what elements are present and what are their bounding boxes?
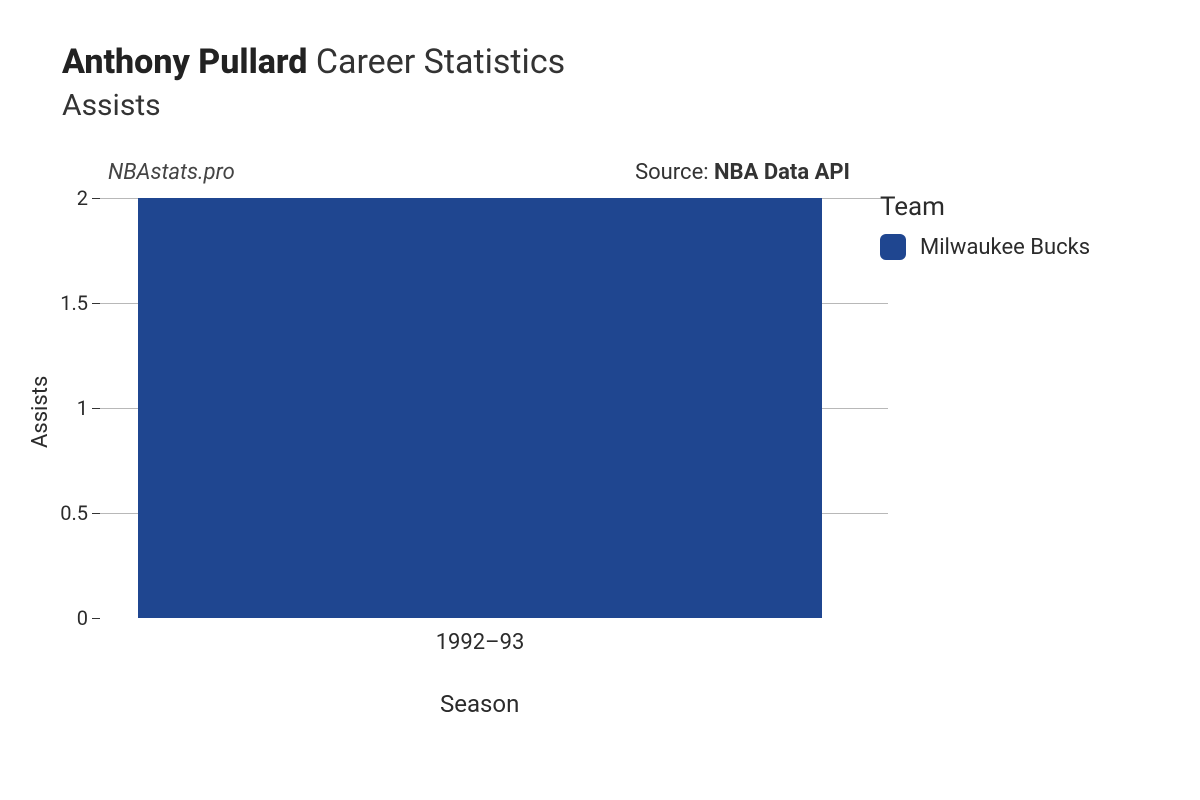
chart-title: Anthony Pullard Career Statistics: [62, 42, 565, 82]
legend-item-label: Milwaukee Bucks: [920, 235, 1090, 260]
y-tick-mark: [92, 618, 100, 619]
y-tick-label: 0.5: [28, 501, 88, 525]
y-tick-label: 0: [28, 606, 88, 630]
legend: Team Milwaukee Bucks: [880, 192, 1090, 260]
y-tick-mark: [92, 513, 100, 514]
y-tick-label: 1.5: [28, 291, 88, 315]
chart-plot-area: 00.511.521992–93: [100, 198, 860, 618]
attribution-right: Source: NBA Data API: [635, 160, 850, 185]
chart-title-rest: Career Statistics: [307, 42, 565, 82]
legend-title: Team: [880, 192, 1090, 222]
bar: [138, 198, 822, 618]
y-tick-mark: [92, 303, 100, 304]
y-axis-label: Assists: [28, 376, 53, 448]
chart-title-bold: Anthony Pullard: [62, 42, 307, 82]
y-tick-mark: [92, 408, 100, 409]
x-axis-label: Season: [440, 690, 519, 718]
attribution-right-prefix: Source:: [635, 160, 714, 185]
y-tick-mark: [92, 198, 100, 199]
chart-title-block: Anthony Pullard Career Statistics Assist…: [62, 42, 565, 123]
chart-subtitle: Assists: [62, 88, 565, 123]
legend-item: Milwaukee Bucks: [880, 234, 1090, 260]
legend-swatch: [880, 234, 906, 260]
attribution-left: NBAstats.pro: [108, 160, 235, 185]
x-tick-label: 1992–93: [100, 630, 860, 655]
y-tick-label: 2: [28, 186, 88, 210]
attribution-right-bold: NBA Data API: [714, 160, 850, 185]
